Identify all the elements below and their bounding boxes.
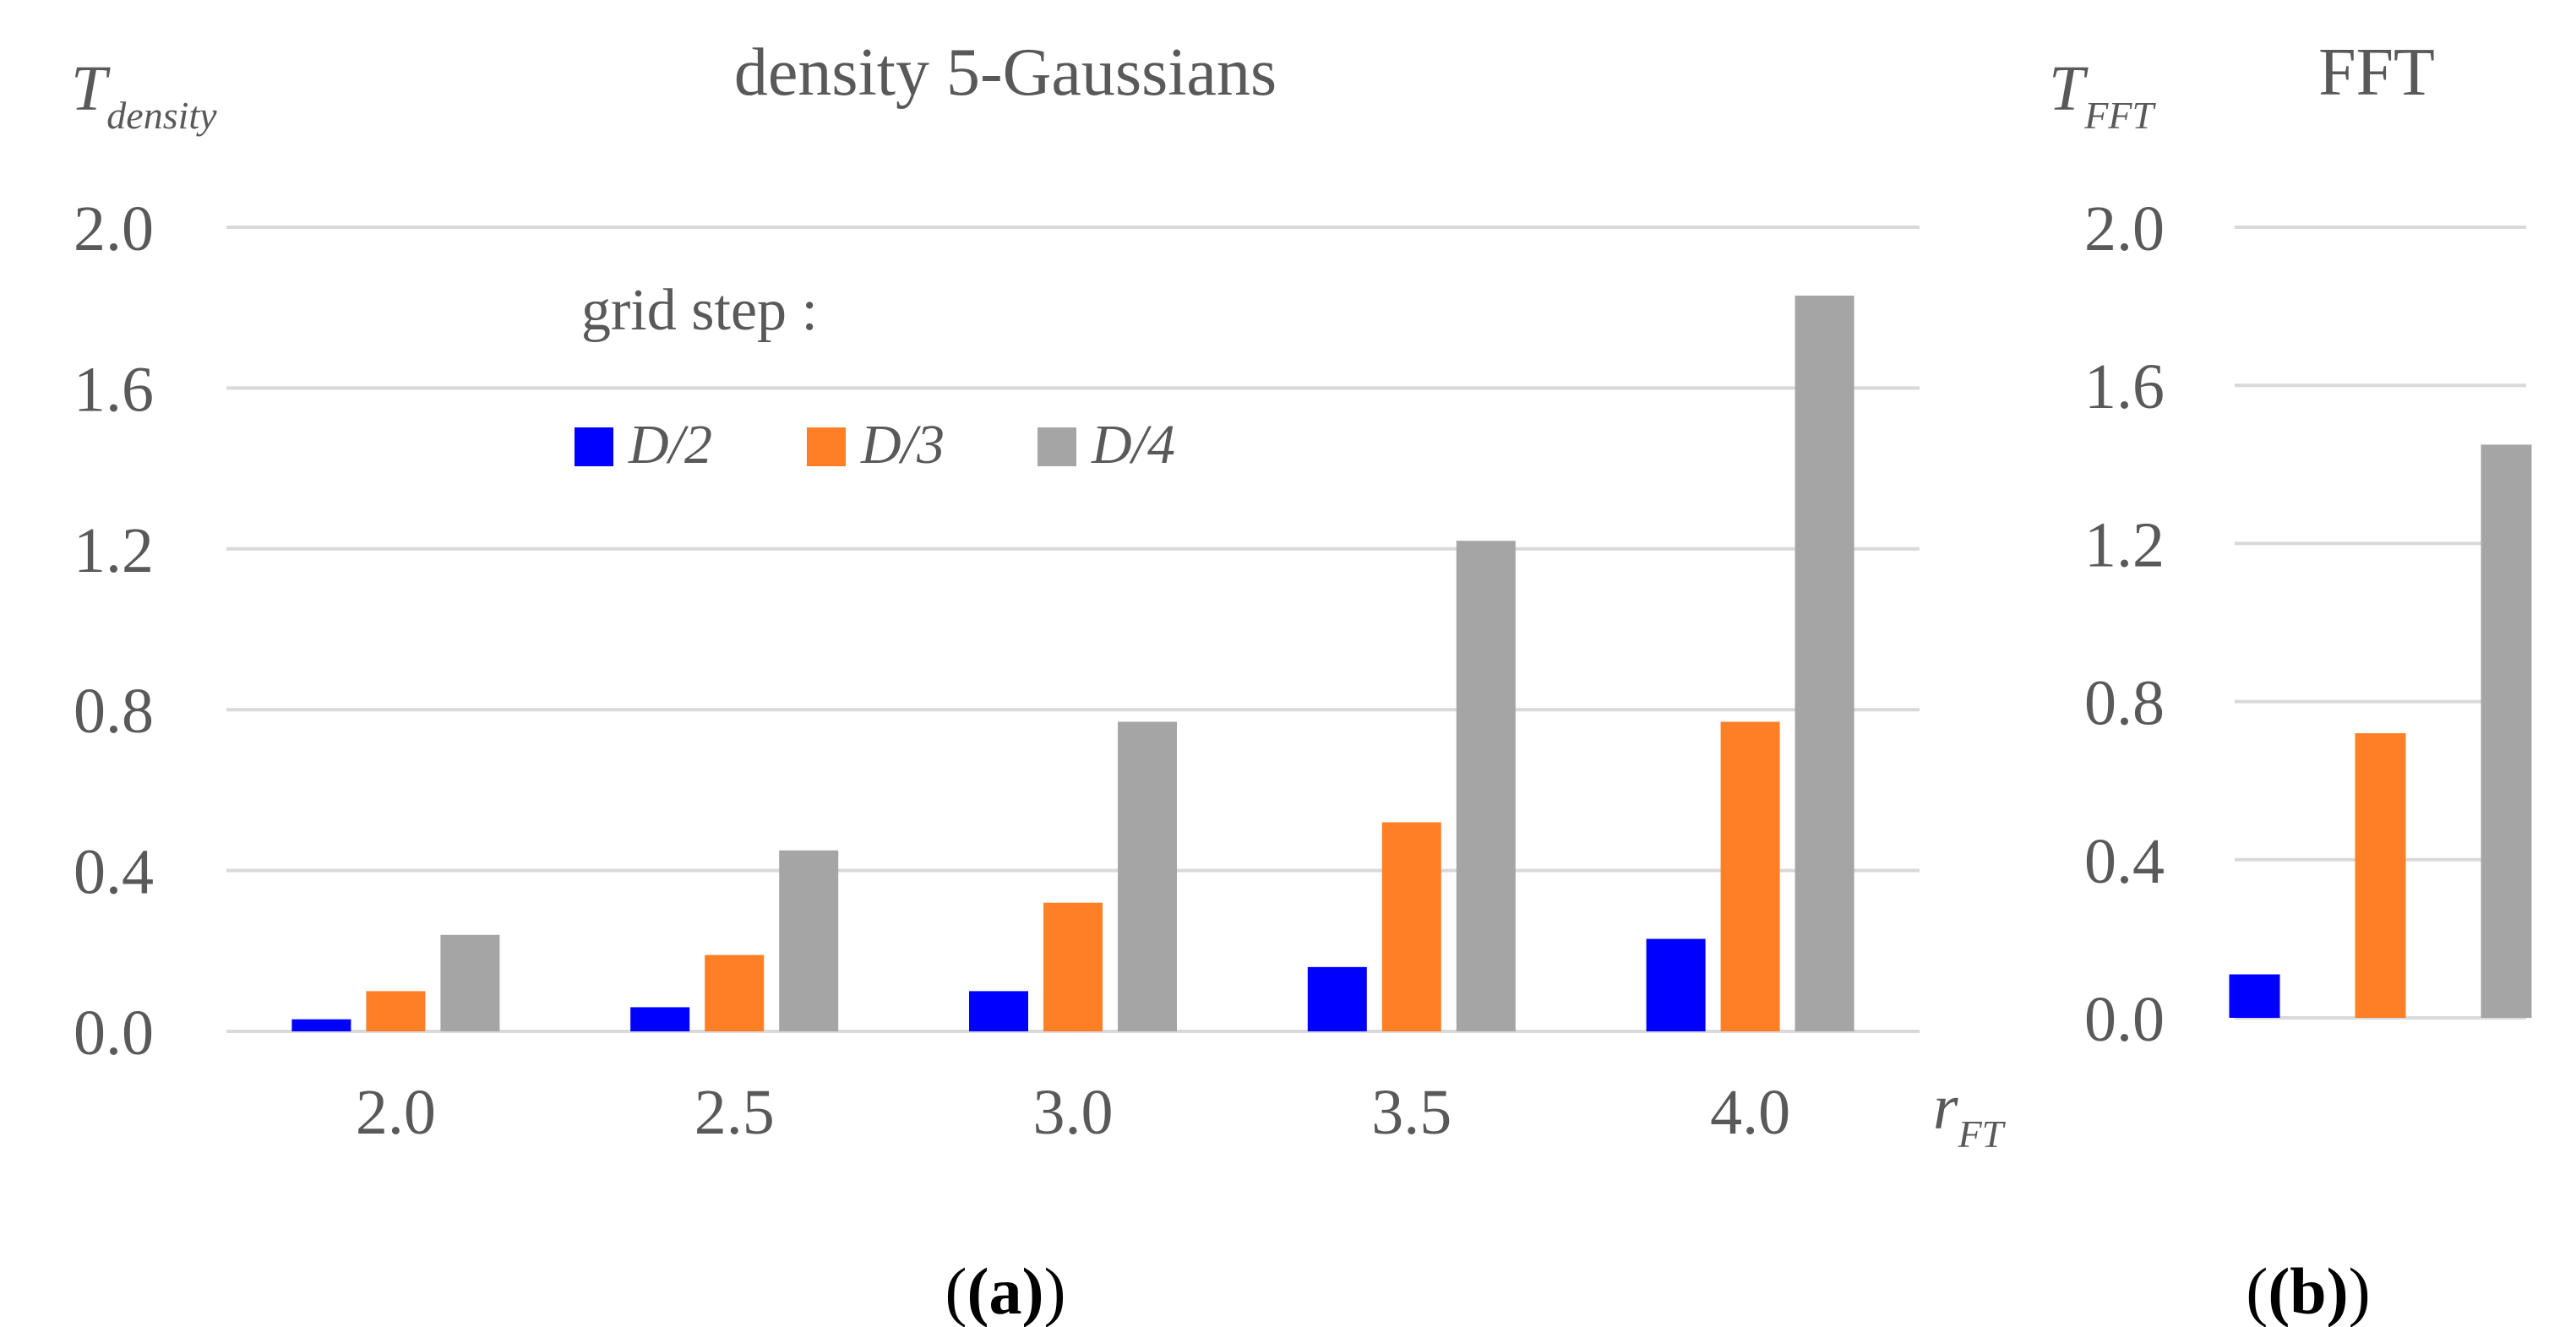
y-tick-labels: 0.0 0.4 0.8 1.2 1.6 2.0 — [74, 193, 154, 1069]
bar — [1307, 966, 1367, 1031]
bar — [1456, 541, 1516, 1031]
y-tick-label: 0.0 — [74, 998, 154, 1069]
legend-swatch — [575, 427, 613, 466]
y-gridlines — [226, 226, 1920, 1033]
legend-swatch — [807, 427, 846, 466]
bar — [705, 954, 765, 1031]
bar — [1381, 822, 1441, 1031]
legend-items: D/2 D/3 D/4 — [575, 414, 1175, 476]
legend-label: D/3 — [860, 414, 945, 476]
chart-title: FFT — [2318, 35, 2435, 110]
y-tick-label: 1.2 — [2084, 509, 2165, 580]
x-tick-label: 2.5 — [694, 1077, 775, 1148]
x-tick-label: 3.0 — [1033, 1077, 1114, 1148]
legend: grid step : D/2 D/3 D/4 — [575, 278, 1175, 476]
y-tick-label: 0.4 — [2084, 826, 2165, 897]
x-tick-label: 3.5 — [1371, 1077, 1451, 1148]
legend-label: D/4 — [1091, 414, 1175, 476]
y-tick-label: 0.8 — [2084, 668, 2165, 739]
bar — [969, 991, 1028, 1031]
legend-title: grid step : — [581, 278, 818, 343]
y-axis-label-subscript: FFT — [2083, 94, 2156, 137]
y-tick-label: 1.6 — [74, 354, 154, 425]
y-tick-label: 0.8 — [74, 676, 154, 747]
panel-label-a: ((a)) — [945, 1254, 1066, 1327]
bar — [440, 934, 500, 1031]
x-axis-label-main: r — [1933, 1072, 1958, 1143]
bar — [1794, 295, 1854, 1031]
bar — [779, 850, 839, 1031]
chart-title: density 5-Gaussians — [734, 35, 1277, 110]
bar — [1118, 721, 1177, 1031]
legend-swatch — [1037, 427, 1076, 466]
x-tick-labels: 2.0 2.5 3.0 3.5 4.0 — [356, 1077, 1790, 1148]
bars — [2229, 444, 2532, 1018]
bar — [630, 1007, 690, 1031]
y-tick-label: 1.6 — [2084, 351, 2165, 422]
y-tick-labels: 0.0 0.4 0.8 1.2 1.6 2.0 — [2084, 193, 2165, 1055]
bar — [1646, 938, 1706, 1031]
y-axis-label: TFFT — [2049, 53, 2156, 137]
bar — [1043, 902, 1103, 1031]
x-axis-label-subscript: FT — [1958, 1112, 2007, 1156]
y-axis-label-main: T — [2049, 53, 2089, 124]
y-tick-label: 2.0 — [74, 193, 154, 264]
y-axis-label-subscript: density — [106, 94, 217, 137]
y-tick-label: 0.0 — [2084, 984, 2165, 1055]
y-axis-label-main: T — [71, 53, 111, 124]
bar — [291, 1019, 351, 1031]
panel-label-b: ((b)) — [2246, 1254, 2370, 1327]
chart-fft: 0.00.40.81.21.62.0 FFT TFFT ((b)) — [2049, 35, 2532, 1327]
x-tick-label: 4.0 — [1710, 1077, 1790, 1148]
chart-density-5-gaussians: 0.0 0.4 0.8 1.2 1.6 2.0 2.0 2.5 3.0 3.5 4.0 densi… — [71, 35, 2007, 1327]
y-tick-label: 0.4 — [74, 837, 154, 908]
bar — [2229, 974, 2280, 1018]
bar — [1720, 721, 1780, 1031]
x-tick-label: 2.0 — [356, 1077, 436, 1148]
bar — [2355, 733, 2406, 1018]
y-tick-label: 2.0 — [2084, 193, 2165, 264]
legend-label: D/2 — [628, 414, 712, 476]
x-axis-label: rFT — [1933, 1072, 2007, 1156]
y-tick-label: 1.2 — [74, 515, 154, 586]
y-axis-label: Tdensity — [71, 53, 217, 137]
bar — [2481, 444, 2532, 1018]
bar — [366, 991, 426, 1031]
bars — [291, 295, 1854, 1031]
